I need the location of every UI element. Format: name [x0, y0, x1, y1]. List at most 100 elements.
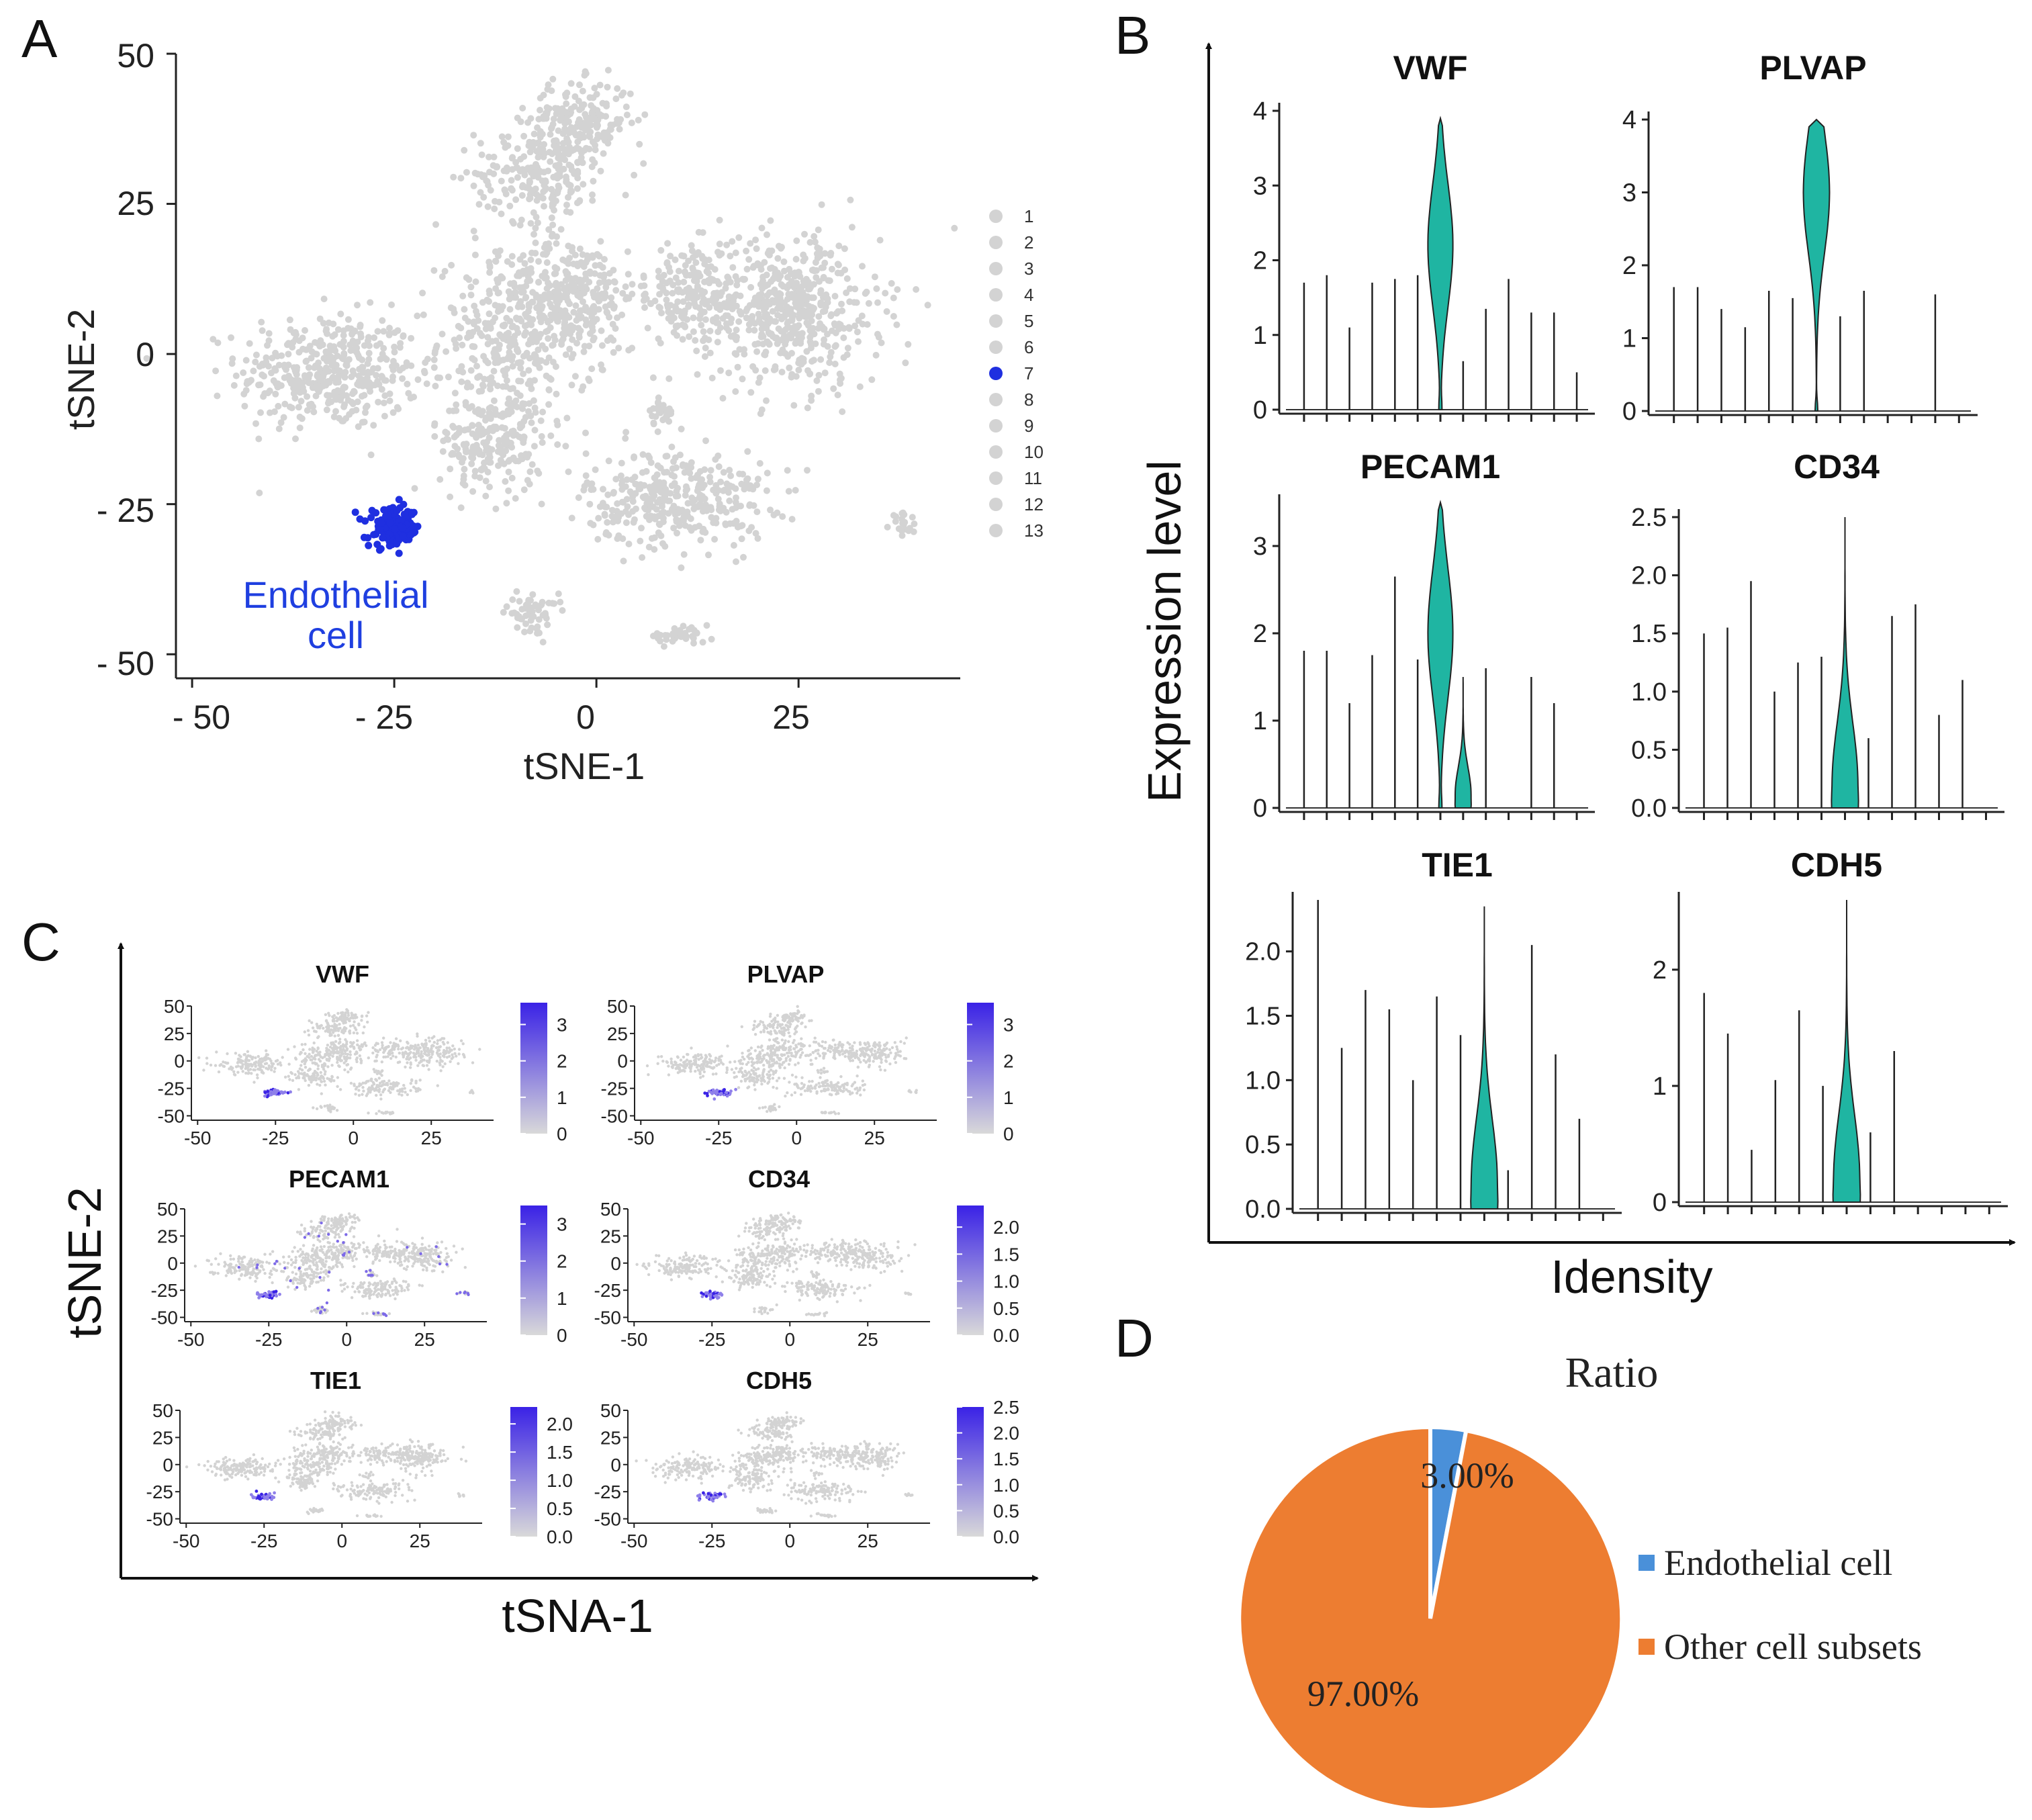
- feature-point: [220, 1062, 223, 1066]
- tsne-point: [748, 316, 755, 323]
- tsne-point: [252, 420, 259, 427]
- tsne-point: [618, 91, 625, 99]
- feature-point: [771, 1062, 774, 1066]
- tsne-point: [663, 410, 671, 418]
- tsne-point: [827, 353, 834, 361]
- tsne-point: [806, 238, 814, 246]
- tsne-point: [647, 300, 654, 307]
- tsne-point: [474, 171, 481, 178]
- tsne-point: [472, 433, 479, 440]
- feature-point: [455, 1054, 458, 1058]
- tsne-point: [410, 394, 418, 401]
- feature-point: [268, 1057, 271, 1061]
- violin-ytick-label: 0: [1653, 1189, 1667, 1217]
- tsne-point: [722, 520, 729, 527]
- tsne-point: [365, 356, 373, 363]
- feature-ytick-label: -50: [158, 1105, 185, 1126]
- tsne-point: [343, 392, 350, 399]
- tsne-point: [264, 342, 271, 349]
- tsne-point: [796, 287, 803, 295]
- feature-point: [416, 1044, 420, 1047]
- feature-point: [234, 1065, 238, 1068]
- feature-point: [281, 1056, 284, 1059]
- tsne-point: [526, 277, 534, 284]
- tsne-point: [431, 433, 438, 440]
- tsne-point: [357, 330, 364, 337]
- legend-label-6: 6: [1024, 337, 1033, 357]
- feature-point: [698, 1070, 702, 1074]
- tsne-point: [362, 409, 369, 416]
- tsne-point: [547, 131, 554, 138]
- tsne-point-endothelial: [368, 506, 376, 514]
- tsne-point: [817, 302, 825, 309]
- legend-dot-11: [989, 471, 1003, 485]
- tsne-point: [143, 355, 150, 362]
- feature-point: [379, 1081, 382, 1085]
- feature-point: [401, 1090, 404, 1093]
- feature-point: [448, 1054, 451, 1058]
- feature-point: [339, 1016, 342, 1020]
- tsne-point: [522, 620, 529, 627]
- tsne-point: [784, 320, 791, 327]
- feature-point: [438, 1056, 442, 1059]
- tsne-point: [815, 324, 822, 332]
- feature-point: [330, 1047, 334, 1050]
- tsne-point: [326, 379, 333, 386]
- tsne-point: [696, 492, 704, 498]
- tsne-point: [340, 332, 347, 339]
- violin-ytick-label: 3: [1253, 533, 1267, 561]
- tsne-point: [756, 314, 764, 322]
- tsne-point: [657, 512, 664, 519]
- tsne-point: [513, 588, 520, 595]
- feature-point: [782, 1060, 786, 1064]
- tsne-point: [533, 214, 540, 221]
- tsne-point: [738, 480, 745, 488]
- legend-label-12: 12: [1024, 494, 1044, 514]
- violin-shape: [1832, 900, 1861, 1203]
- violin-title-plvap: PLVAP: [1759, 49, 1866, 87]
- tsne-point: [758, 224, 766, 232]
- tsne-point: [618, 498, 626, 506]
- tsne-point: [506, 202, 514, 210]
- feature-point: [692, 1062, 696, 1065]
- tsne-point: [334, 326, 342, 333]
- tsne-point: [720, 506, 727, 513]
- tsne-point: [775, 275, 782, 283]
- tsne-point: [855, 338, 862, 345]
- feature-point: [751, 1057, 755, 1061]
- tsne-point: [599, 264, 606, 271]
- feature-point: [794, 1050, 798, 1054]
- feature-point: [794, 1015, 797, 1018]
- feature-point: [331, 1019, 335, 1023]
- feature-point: [279, 1063, 283, 1067]
- tsne-point: [334, 353, 341, 359]
- tsne-point: [463, 383, 471, 391]
- tsne-point: [495, 306, 502, 314]
- feature-point: [319, 1105, 322, 1108]
- tsne-point: [538, 500, 545, 508]
- feature-point: [788, 1051, 791, 1054]
- tsne-point: [841, 266, 849, 273]
- tsne-point: [470, 228, 477, 234]
- tsne-point: [545, 279, 551, 287]
- feature-point: [336, 1085, 339, 1089]
- feature-point: [214, 1064, 218, 1067]
- tsne-point: [733, 336, 740, 343]
- tsne-point: [688, 475, 695, 482]
- tsne-point: [747, 389, 755, 396]
- tsne-point: [471, 302, 478, 310]
- feature-point: [316, 1064, 320, 1068]
- tsne-point: [682, 483, 690, 490]
- feature-point: [424, 1038, 428, 1042]
- tsne-point: [592, 466, 599, 473]
- tsne-point: [528, 321, 535, 328]
- tsne-point: [715, 463, 723, 470]
- tsne-point: [631, 516, 638, 523]
- tsne-point: [351, 340, 358, 348]
- feature-point: [382, 1050, 385, 1054]
- tsne-point: [837, 380, 844, 387]
- tsne-point: [659, 540, 666, 547]
- tsne-point: [509, 596, 516, 603]
- tsne-point: [510, 609, 518, 617]
- tsne-point-endothelial: [407, 531, 415, 539]
